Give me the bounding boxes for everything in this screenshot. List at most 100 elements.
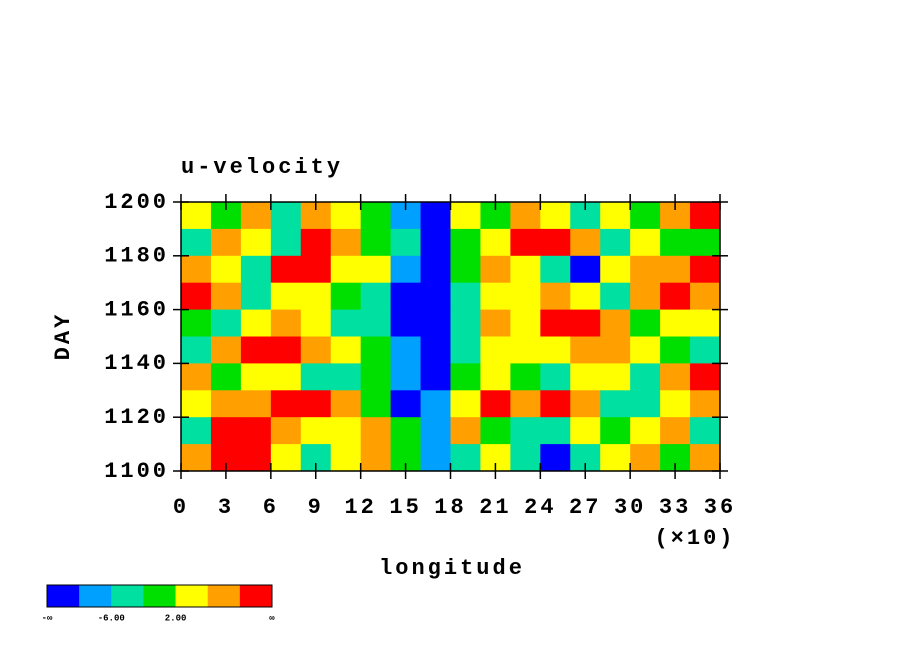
heatmap-cell <box>660 390 691 418</box>
heatmap-cell <box>690 228 721 257</box>
heatmap-cell <box>690 336 721 364</box>
heatmap-cell <box>570 417 601 445</box>
heatmap-cell <box>690 390 721 418</box>
heatmap-cell <box>420 202 451 230</box>
heatmap-cell <box>240 255 272 284</box>
colorbar-label: 2.00 <box>165 613 187 623</box>
heatmap-cell <box>270 390 302 418</box>
heatmap-cell <box>360 417 392 445</box>
colorbar-frame <box>46 584 273 608</box>
heatmap-cell <box>510 202 541 230</box>
heatmap-cell <box>540 417 571 445</box>
heatmap-cell <box>181 390 212 418</box>
heatmap-cell <box>420 336 451 364</box>
heatmap-cell <box>480 336 511 364</box>
heatmap-cell <box>360 282 392 311</box>
heatmap-cell <box>330 282 362 311</box>
y-tick-label: 1160 <box>104 297 169 322</box>
heatmap-cell <box>420 255 451 284</box>
heatmap-cell <box>600 390 631 418</box>
heatmap-cell <box>510 417 541 445</box>
colorbar-label: -6.00 <box>98 613 125 623</box>
heatmap-cell <box>600 363 631 391</box>
heatmap-cell <box>660 228 691 257</box>
heatmap-cell <box>330 336 362 364</box>
heatmap-cell <box>510 309 541 337</box>
heatmap-cell <box>690 309 721 337</box>
heatmap-cell <box>510 336 541 364</box>
x-multiplier: (×10) <box>654 526 735 551</box>
heatmap-cell <box>510 282 541 311</box>
heatmap-cell <box>240 228 272 257</box>
x-tick-label: 27 <box>569 495 601 520</box>
heatmap-cell <box>360 202 392 230</box>
heatmap-cell <box>240 202 272 230</box>
heatmap-cell <box>360 309 392 337</box>
y-tick-label: 1200 <box>104 190 169 215</box>
x-tick-label: 33 <box>659 495 691 520</box>
heatmap-cell <box>570 336 601 364</box>
heatmap-cell <box>570 363 601 391</box>
heatmap-cell <box>480 390 511 418</box>
heatmap-cell <box>270 336 302 364</box>
heatmap-cell <box>480 255 511 284</box>
heatmap-cell <box>330 363 362 391</box>
heatmap-cell <box>480 228 511 257</box>
heatmap-cell <box>660 255 691 284</box>
heatmap-cell <box>630 363 661 391</box>
heatmap-cell <box>510 390 541 418</box>
heatmap-cell <box>330 417 362 445</box>
heatmap-cell <box>360 255 392 284</box>
heatmap-cell <box>660 363 691 391</box>
x-tick-label: 6 <box>263 495 279 520</box>
heatmap-cell <box>330 390 362 418</box>
heatmap-cell <box>630 336 661 364</box>
heatmap-cell <box>300 228 332 257</box>
heatmap-cell <box>360 228 392 257</box>
heatmap-cell <box>510 228 541 257</box>
heatmap-cell <box>240 444 272 472</box>
heatmap-cell <box>690 202 721 230</box>
heatmap-cell <box>210 390 242 418</box>
heatmap-cell <box>181 444 212 472</box>
heatmap-cell <box>510 255 541 284</box>
colorbar-swatch <box>207 585 241 607</box>
heatmap-cell <box>300 282 332 311</box>
heatmap-cell <box>600 336 631 364</box>
heatmap-cell <box>450 417 481 445</box>
heatmap-cell <box>181 417 212 445</box>
heatmap-cell <box>240 336 272 364</box>
heatmap-cell <box>540 228 571 257</box>
heatmap-cell <box>600 309 631 337</box>
heatmap-cell <box>420 282 451 311</box>
colorbar-swatch <box>79 585 112 607</box>
heatmap-cell <box>630 228 661 257</box>
heatmap-cell <box>210 282 242 311</box>
heatmap-cell <box>660 309 691 337</box>
heatmap-cell <box>330 444 362 472</box>
heatmap-cell <box>570 390 601 418</box>
heatmap-cell <box>630 309 661 337</box>
heatmap-cell <box>450 390 481 418</box>
y-tick-label: 1140 <box>104 351 169 376</box>
heatmap-cell <box>690 417 721 445</box>
heatmap-cell <box>450 363 481 391</box>
heatmap-cell <box>690 255 721 284</box>
heatmap-cell <box>240 282 272 311</box>
heatmap-cell <box>600 444 631 472</box>
heatmap-cell <box>570 255 601 284</box>
heatmap-cell <box>450 282 481 311</box>
colorbar-swatch <box>143 585 177 607</box>
heatmap-cell <box>390 255 422 284</box>
chart-title: u-velocity <box>181 155 343 180</box>
heatmap-cell <box>181 309 212 337</box>
heatmap-cell <box>420 309 451 337</box>
x-tick-label: 3 <box>218 495 234 520</box>
heatmap-cell <box>540 282 571 311</box>
heatmap-cell <box>300 417 332 445</box>
heatmap-cell <box>570 282 601 311</box>
heatmap-cell <box>330 228 362 257</box>
heatmap-cell <box>390 417 422 445</box>
heatmap-cell <box>330 202 362 230</box>
heatmap-cell <box>630 417 661 445</box>
